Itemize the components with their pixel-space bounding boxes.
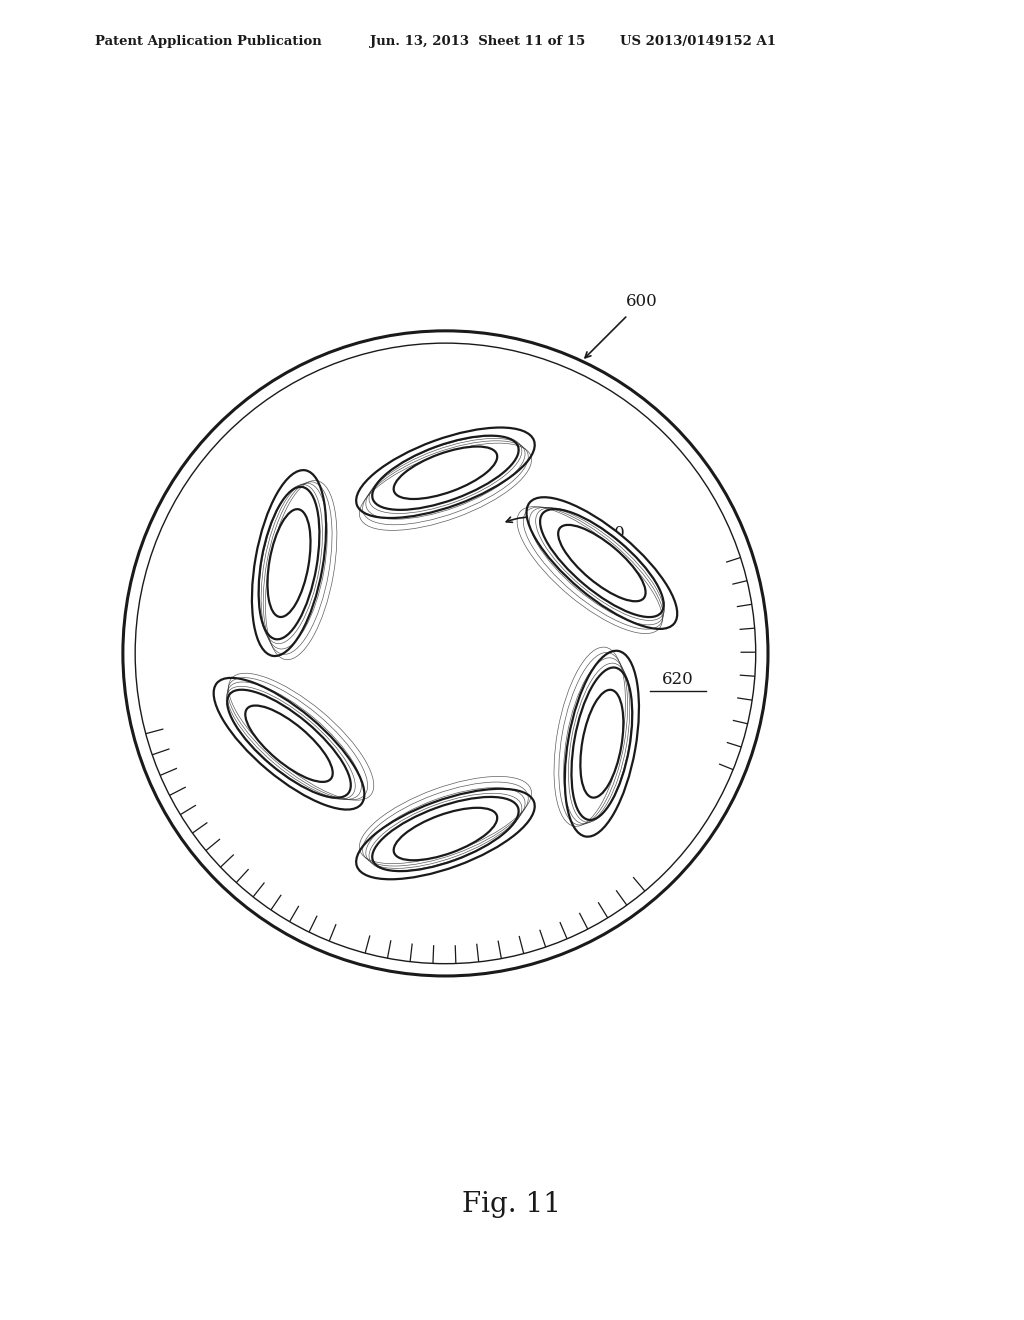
Text: Jun. 13, 2013  Sheet 11 of 15: Jun. 13, 2013 Sheet 11 of 15 — [370, 36, 586, 49]
Text: 620: 620 — [662, 671, 693, 688]
Ellipse shape — [526, 498, 677, 628]
Ellipse shape — [558, 525, 645, 602]
Ellipse shape — [393, 446, 498, 499]
Ellipse shape — [356, 789, 535, 879]
Ellipse shape — [259, 487, 319, 639]
Ellipse shape — [356, 428, 535, 517]
Text: Fig. 11: Fig. 11 — [463, 1192, 561, 1218]
Text: 600: 600 — [626, 293, 657, 310]
Ellipse shape — [540, 510, 664, 616]
Ellipse shape — [581, 690, 624, 797]
Ellipse shape — [373, 436, 518, 510]
Text: 610: 610 — [594, 525, 626, 543]
Ellipse shape — [565, 651, 639, 837]
Ellipse shape — [252, 470, 326, 656]
Text: Patent Application Publication: Patent Application Publication — [95, 36, 322, 49]
Ellipse shape — [214, 678, 365, 809]
Ellipse shape — [227, 690, 351, 797]
Text: US 2013/0149152 A1: US 2013/0149152 A1 — [620, 36, 776, 49]
Ellipse shape — [246, 705, 333, 781]
Ellipse shape — [267, 510, 310, 616]
Ellipse shape — [393, 808, 498, 861]
Ellipse shape — [571, 668, 632, 820]
Ellipse shape — [373, 797, 518, 871]
